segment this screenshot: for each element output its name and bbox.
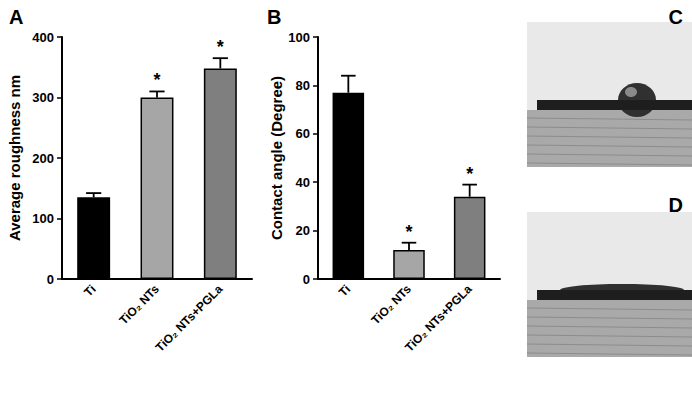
svg-text:TiO₂ NTs: TiO₂ NTs [117,282,163,328]
svg-text:400: 400 [32,30,54,45]
svg-text:A: A [9,6,23,28]
svg-text:300: 300 [32,90,54,105]
svg-text:Contact angle (Degree): Contact angle (Degree) [268,76,285,240]
svg-text:100: 100 [288,30,310,45]
svg-text:200: 200 [32,151,54,166]
svg-text:Average roughness nm: Average roughness nm [6,75,23,241]
svg-text:20: 20 [296,223,310,238]
svg-text:0: 0 [303,272,310,287]
svg-text:0: 0 [47,272,54,287]
svg-text:100: 100 [32,211,54,226]
svg-text:40: 40 [296,175,310,190]
svg-text:*: * [217,37,224,57]
svg-text:80: 80 [296,78,310,93]
svg-text:60: 60 [296,126,310,141]
svg-text:C: C [669,6,683,28]
svg-text:D: D [669,194,683,216]
svg-text:Ti: Ti [336,282,353,299]
svg-text:TiO₂ NTs: TiO₂ NTs [369,282,415,328]
svg-text:*: * [153,70,160,90]
svg-text:Ti: Ti [81,282,98,299]
svg-text:*: * [405,222,412,242]
svg-text:TiO₂ NTs+PGLa: TiO₂ NTs+PGLa [402,282,475,355]
svg-text:B: B [267,6,281,28]
svg-text:TiO₂ NTs+PGLa: TiO₂ NTs+PGLa [153,282,226,355]
svg-text:*: * [466,164,473,184]
